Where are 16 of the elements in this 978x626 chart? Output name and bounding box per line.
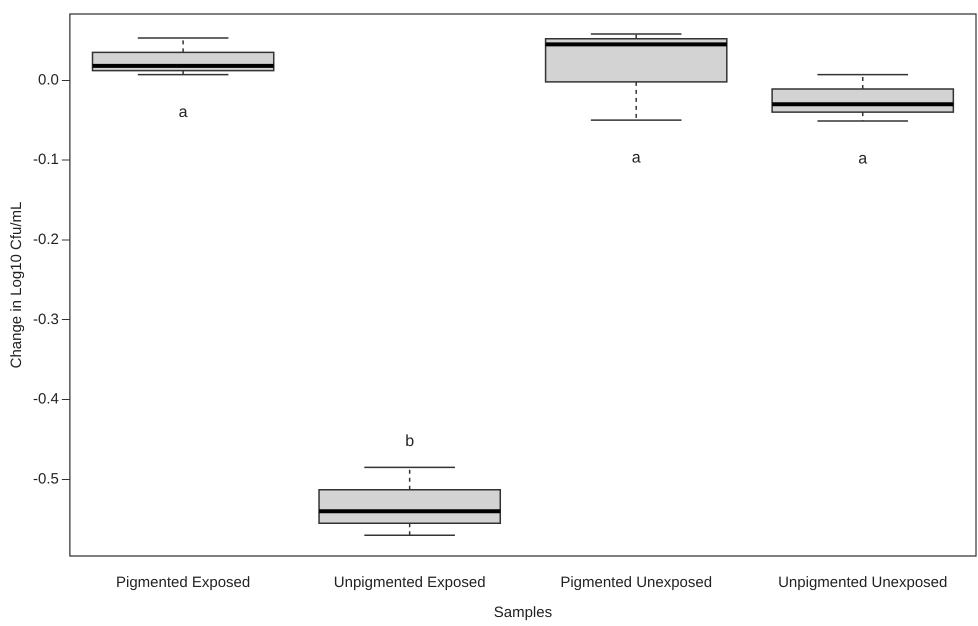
y-tick-label: -0.1 — [32, 151, 59, 168]
y-tick-label: -0.4 — [32, 390, 59, 408]
annotation: a — [632, 150, 641, 167]
y-tick-label: -0.2 — [32, 231, 59, 248]
x-tick-label: Pigmented Unexposed — [560, 574, 712, 592]
x-tick-label: Unpigmented Exposed — [334, 574, 486, 592]
x-axis-title: Samples — [494, 604, 552, 622]
annotation: a — [858, 150, 868, 168]
y-tick-label: 0.0 — [38, 71, 59, 88]
y-tick-label: -0.3 — [32, 310, 59, 328]
annotation: b — [405, 432, 414, 450]
x-tick-label: Unpigmented Unexposed — [778, 574, 948, 592]
annotation: a — [178, 104, 188, 122]
y-tick-label: -0.5 — [32, 470, 59, 488]
y-axis-title: Change in Log10 Cfu/mL — [8, 202, 26, 368]
x-tick-label: Pigmented Exposed — [116, 574, 250, 592]
